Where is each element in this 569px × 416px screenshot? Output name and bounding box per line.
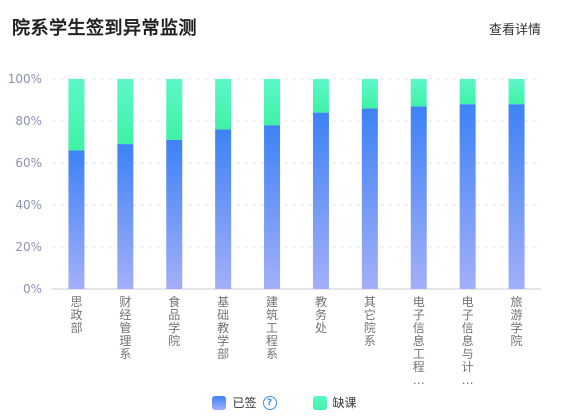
help-circle-icon[interactable]: ?: [262, 395, 277, 410]
bar-absent[interactable]: [459, 79, 476, 105]
legend-swatch-absent: [312, 395, 327, 410]
x-category-label: 其它院系: [364, 295, 376, 348]
x-category-label: 教务处: [315, 294, 327, 335]
y-tick-label: 0%: [23, 282, 42, 296]
bar-attended[interactable]: [459, 104, 476, 289]
bar-attended[interactable]: [117, 144, 134, 289]
y-tick-label: 20%: [15, 240, 42, 254]
y-tick-label: 60%: [15, 156, 42, 170]
legend-item-attended[interactable]: 已签 ?: [212, 394, 277, 411]
x-category-label: 建筑工程系: [266, 295, 278, 361]
bar-absent[interactable]: [117, 79, 134, 145]
y-tick-label: 40%: [15, 198, 42, 212]
stacked-bar-chart: 0% 20% 40% 60% 80% 100% 思政部 财经管理系 食品学院 基础教学部 建筑工程系…: [8, 72, 541, 387]
bar-attended[interactable]: [264, 125, 281, 289]
bar-attended[interactable]: [410, 106, 427, 289]
view-details-link[interactable]: 查看详情: [488, 23, 541, 38]
x-category-label: 财经管理系: [119, 295, 131, 361]
y-tick-label: 100%: [8, 72, 42, 86]
bar-absent[interactable]: [264, 79, 281, 126]
legend-swatch-attended: [212, 395, 227, 410]
legend-label-absent: 缺课: [332, 396, 357, 410]
y-tick-label: 80%: [15, 114, 42, 128]
bar-absent[interactable]: [68, 79, 85, 151]
bar-absent[interactable]: [410, 79, 427, 107]
bar-attended[interactable]: [361, 108, 378, 290]
x-category-label: 基础教学部: [217, 295, 229, 361]
bar-attended[interactable]: [68, 150, 85, 289]
bar-attended[interactable]: [508, 104, 525, 289]
bar-absent[interactable]: [312, 79, 329, 113]
page-title: 院系学生签到异常监测: [12, 18, 197, 39]
bar-attended[interactable]: [166, 139, 183, 289]
legend-label-attended: 已签: [232, 396, 257, 410]
bar-attended[interactable]: [215, 129, 232, 289]
legend-item-absent[interactable]: 缺课: [312, 394, 357, 411]
bar-absent[interactable]: [166, 79, 183, 140]
x-category-label: 电子信息与计…: [462, 295, 474, 387]
x-category-label: 电子信息工程…: [413, 295, 425, 387]
chart-legend: 已签 ? 缺课: [0, 394, 569, 411]
bar-absent[interactable]: [361, 79, 378, 109]
x-category-label: 思政部: [70, 295, 82, 335]
x-category-label: 旅游学院: [511, 295, 523, 348]
bar-absent[interactable]: [215, 79, 232, 130]
x-category-label: 食品学院: [168, 294, 180, 348]
bar-attended[interactable]: [312, 112, 329, 289]
bar-absent[interactable]: [508, 79, 525, 105]
